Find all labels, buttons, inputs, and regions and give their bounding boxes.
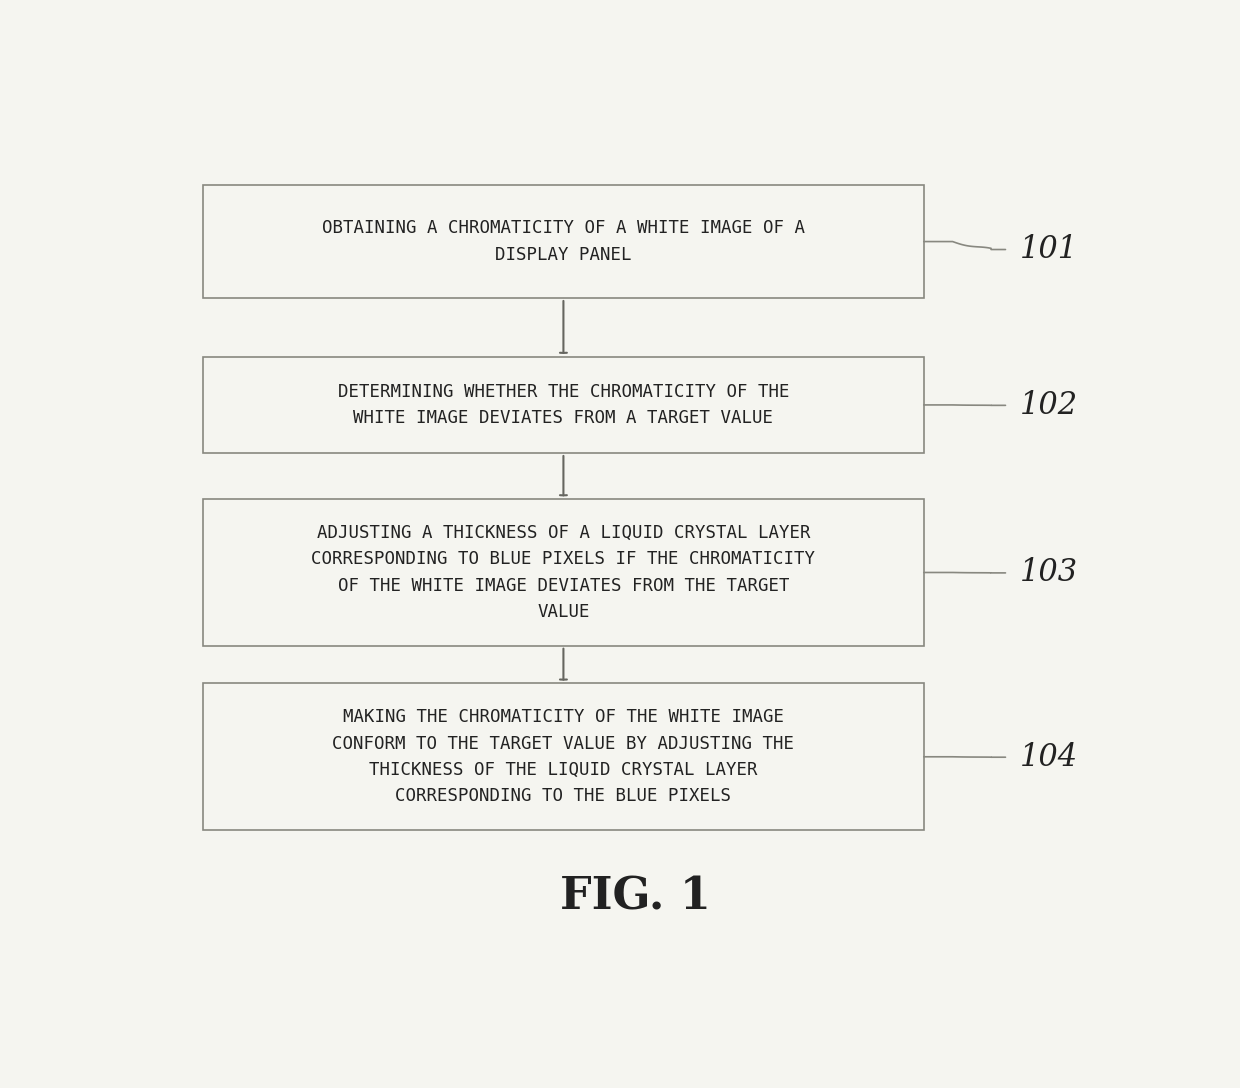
Text: 101: 101	[1019, 234, 1078, 265]
Text: 103: 103	[1019, 557, 1078, 589]
Text: 104: 104	[1019, 742, 1078, 772]
Text: OBTAINING A CHROMATICITY OF A WHITE IMAGE OF A
DISPLAY PANEL: OBTAINING A CHROMATICITY OF A WHITE IMAG…	[322, 220, 805, 263]
Text: DETERMINING WHETHER THE CHROMATICITY OF THE
WHITE IMAGE DEVIATES FROM A TARGET V: DETERMINING WHETHER THE CHROMATICITY OF …	[337, 383, 789, 428]
Text: ADJUSTING A THICKNESS OF A LIQUID CRYSTAL LAYER
CORRESPONDING TO BLUE PIXELS IF : ADJUSTING A THICKNESS OF A LIQUID CRYSTA…	[311, 524, 816, 621]
Text: FIG. 1: FIG. 1	[560, 875, 711, 918]
Text: 102: 102	[1019, 390, 1078, 421]
Bar	[203, 499, 924, 646]
Bar	[203, 185, 924, 298]
Text: MAKING THE CHROMATICITY OF THE WHITE IMAGE
CONFORM TO THE TARGET VALUE BY ADJUST: MAKING THE CHROMATICITY OF THE WHITE IMA…	[332, 708, 795, 805]
Bar	[203, 683, 924, 830]
Bar	[203, 357, 924, 453]
